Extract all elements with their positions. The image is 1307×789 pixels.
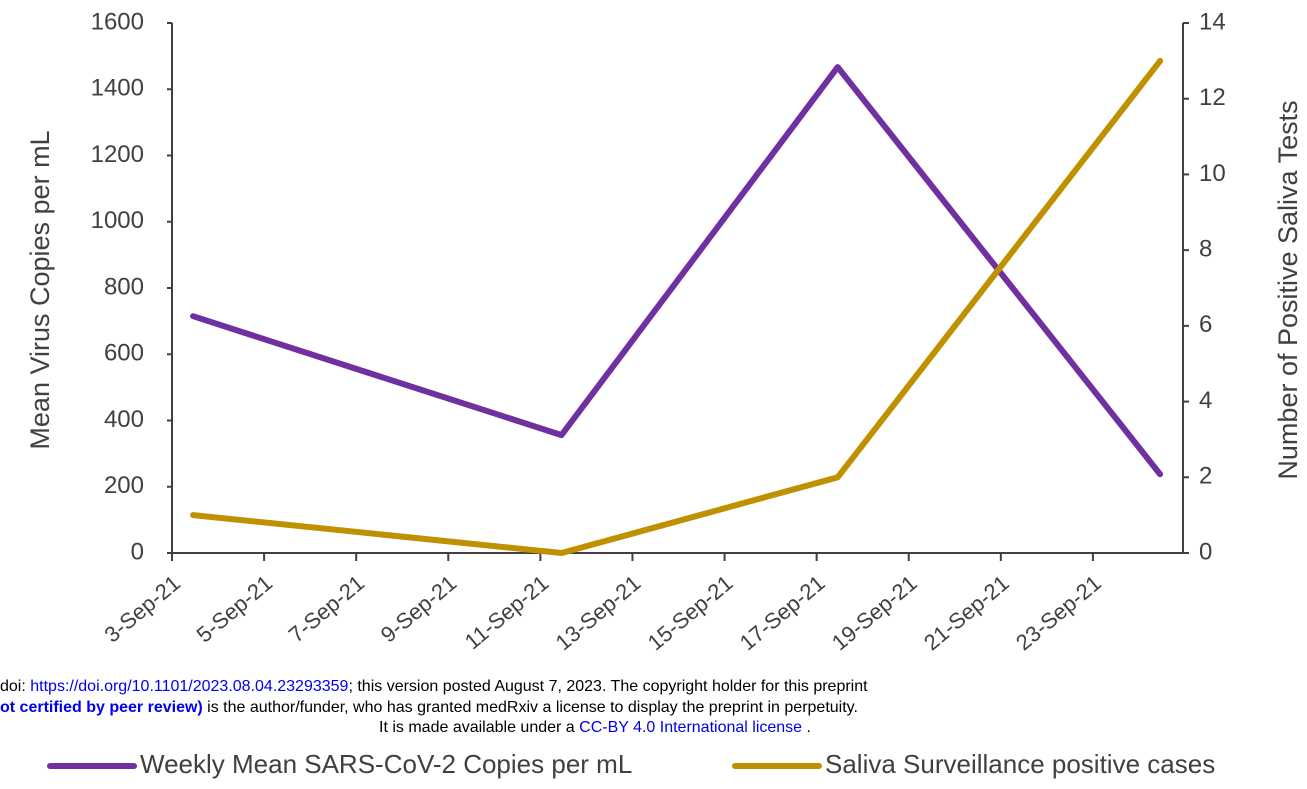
- x-tick-label: 5-Sep-21: [192, 570, 277, 647]
- y-tick-label: 800: [104, 273, 144, 300]
- y2-tick-label: 14: [1199, 8, 1226, 35]
- x-tick-label: 17-Sep-21: [735, 570, 830, 655]
- notice-line: It is made available under a CC-BY 4.0 I…: [379, 719, 811, 736]
- x-tick-label: 21-Sep-21: [919, 570, 1014, 655]
- x-tick-label: 7-Sep-21: [284, 570, 369, 647]
- y-axis-title: Mean Virus Copies per mL: [25, 130, 55, 449]
- x-tick-label: 9-Sep-21: [376, 570, 461, 647]
- notice-bold: ot certified by peer review): [0, 699, 203, 716]
- y2-axis-title: Number of Positive Saliva Tests: [1273, 100, 1303, 479]
- notice-link[interactable]: https://doi.org/10.1101/2023.08.04.23293…: [30, 678, 348, 695]
- notice-text: .: [802, 719, 811, 736]
- y-tick-label: 1000: [91, 207, 144, 234]
- y2-tick-label: 4: [1199, 387, 1212, 414]
- series-line: [190, 57, 1164, 556]
- notice-line: ot certified by peer review) is the auth…: [0, 699, 858, 716]
- y-tick-label: 0: [131, 538, 144, 565]
- y2-tick-label: 6: [1199, 311, 1212, 338]
- y2-tick-label: 8: [1199, 235, 1212, 262]
- notice-link[interactable]: CC-BY 4.0 International license: [579, 719, 802, 736]
- x-tick-label: 3-Sep-21: [100, 570, 185, 647]
- y2-tick-label: 0: [1199, 538, 1212, 565]
- legend-label: Saliva Surveillance positive cases: [825, 749, 1215, 779]
- x-tick-label: 19-Sep-21: [827, 570, 922, 655]
- notice-line: doi: https://doi.org/10.1101/2023.08.04.…: [0, 678, 868, 695]
- y-tick-label: 1600: [91, 8, 144, 35]
- y2-tick-label: 2: [1199, 463, 1212, 490]
- notice-text: ; this version posted August 7, 2023. Th…: [348, 678, 868, 695]
- notice-text: It is made available under a: [379, 719, 579, 736]
- legend-label: Weekly Mean SARS-CoV-2 Copies per mL: [140, 749, 632, 779]
- notice-text: is the author/funder, who has granted me…: [203, 699, 858, 716]
- y-tick-label: 1200: [91, 141, 144, 168]
- notice-text: doi:: [0, 678, 30, 695]
- x-tick-label: 11-Sep-21: [460, 570, 554, 654]
- x-tick-label: 23-Sep-21: [1011, 570, 1106, 655]
- x-tick-label: 13-Sep-21: [551, 570, 646, 655]
- y2-tick-label: 10: [1199, 160, 1226, 187]
- y2-tick-label: 12: [1199, 84, 1226, 111]
- y-tick-label: 600: [104, 340, 144, 367]
- x-tick-label: 15-Sep-21: [643, 570, 738, 655]
- series-line: [190, 64, 1164, 478]
- y-tick-label: 400: [104, 406, 144, 433]
- y-tick-label: 200: [104, 472, 144, 499]
- y-tick-label: 1400: [91, 75, 144, 102]
